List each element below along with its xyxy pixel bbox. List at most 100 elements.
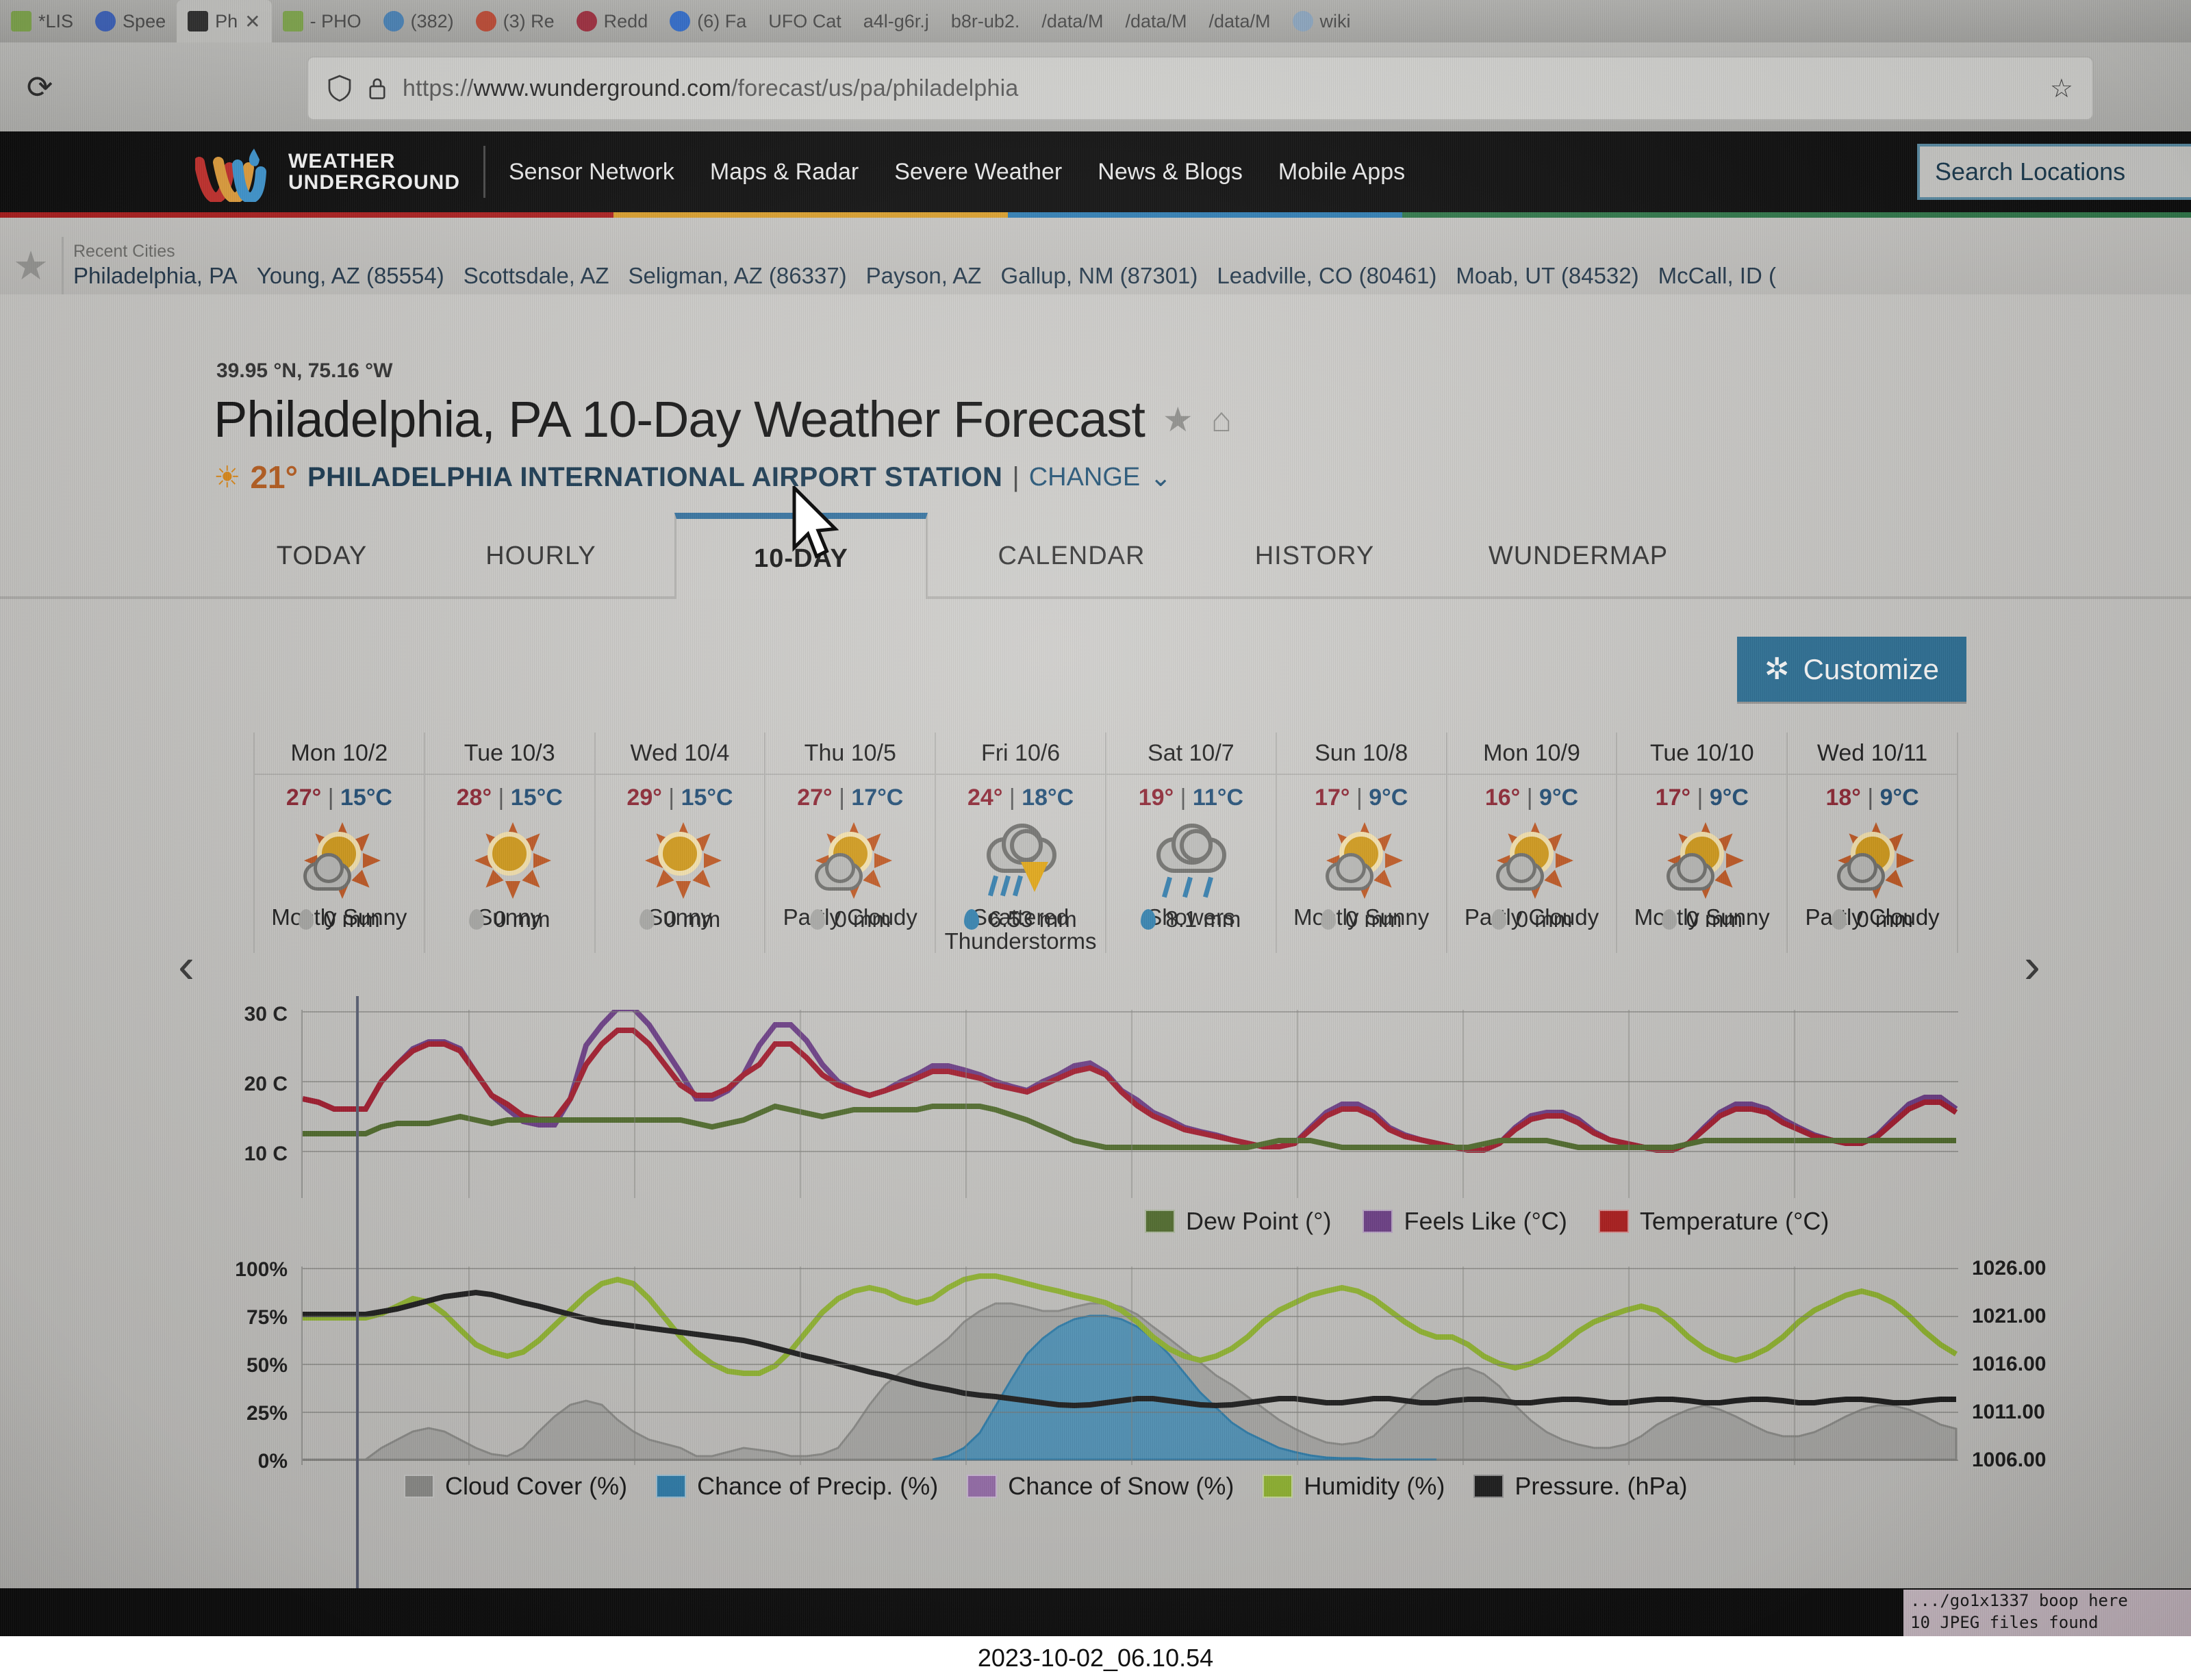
recent-city-item[interactable]: McCall, ID (: [1658, 263, 1776, 288]
browser-tab[interactable]: /data/M: [1198, 0, 1281, 42]
station-name[interactable]: PHILADELPHIA INTERNATIONAL AIRPORT STATI…: [307, 461, 1003, 492]
browser-tab[interactable]: - PHO: [272, 0, 372, 42]
precip-value: 0 mm: [1856, 906, 1913, 932]
legend-temperature[interactable]: Temperature (°C): [1598, 1207, 1829, 1236]
forecast-date: Mon 10/2: [255, 733, 424, 775]
search-input[interactable]: Search Locations: [1917, 144, 2191, 200]
browser-tab[interactable]: (3) Re: [465, 0, 566, 42]
ytick-0pct: 0%: [257, 1450, 288, 1473]
forecast-day-card[interactable]: Sat 10/7 19° | 11°C Showers 8.1 mm: [1104, 733, 1276, 954]
forecast-low: 15°C: [510, 785, 563, 811]
tab-favicon-icon: [188, 11, 209, 31]
nav-link-maps-radar[interactable]: Maps & Radar: [709, 158, 859, 185]
recent-city-item[interactable]: Gallup, NM (87301): [1000, 263, 1198, 288]
forecast-day-card[interactable]: Tue 10/10 17° | 9°C Mostly Sunny 0 mm: [1616, 733, 1787, 954]
customize-button[interactable]: ✲ Customize: [1736, 637, 1966, 702]
browser-tab[interactable]: *LIS: [0, 0, 84, 42]
tab-history[interactable]: HISTORY: [1254, 541, 1375, 570]
precip-value: 0 mm: [493, 906, 550, 932]
forecast-condition: Mostly Sunny: [1634, 904, 1770, 930]
change-station-link[interactable]: CHANGE: [1028, 462, 1141, 492]
partly-cloudy-icon: [1788, 815, 1957, 906]
browser-tab[interactable]: wiki: [1282, 0, 1362, 42]
bookmark-star-icon[interactable]: ☆: [2049, 74, 2073, 103]
forecast-day-card[interactable]: Wed 10/4 29° | 15°C Sunny 0 mm: [594, 733, 765, 954]
legend-cloud-cover[interactable]: Cloud Cover (%): [404, 1472, 627, 1501]
recent-city-item[interactable]: Leadville, CO (80461): [1217, 263, 1437, 288]
browser-tab[interactable]: Redd: [566, 0, 659, 42]
forecast-day-card[interactable]: Thu 10/5 27° | 17°C Partly Cloudy 0 mm: [764, 733, 935, 954]
recent-city-item[interactable]: Young, AZ (85554): [256, 263, 444, 288]
forecast-date: Fri 10/6: [936, 733, 1105, 775]
url-text: https://www.wunderground.com/forecast/us…: [403, 75, 1019, 102]
tab-favicon-icon: [576, 11, 597, 31]
forecast-day-card[interactable]: Fri 10/6 24° | 18°C Scattered Thundersto…: [935, 733, 1105, 954]
browser-tab-active[interactable]: Ph ✕: [177, 0, 272, 42]
wu-logo[interactable]: WEATHER UNDERGROUND: [194, 144, 460, 204]
legend-pressure[interactable]: Pressure. (hPa): [1473, 1472, 1688, 1501]
sunny-icon: [596, 815, 765, 906]
browser-tab[interactable]: /data/M: [1030, 0, 1114, 42]
star-icon[interactable]: ★: [1162, 400, 1193, 439]
forecast-day-card[interactable]: Sun 10/8 17° | 9°C Mostly Sunny 0 mm: [1275, 733, 1446, 954]
browser-tab[interactable]: (6) Fa: [659, 0, 757, 42]
water-drop-icon: [1491, 909, 1506, 930]
forecast-day-card[interactable]: Wed 10/11 18° | 9°C Partly Cloudy 0 mm: [1786, 733, 1958, 954]
tab-10-day[interactable]: 10-DAY: [674, 513, 928, 599]
star-icon[interactable]: ★: [13, 244, 49, 288]
nav-link-severe-weather[interactable]: Severe Weather: [894, 158, 1063, 185]
legend-dew-point[interactable]: Dew Point (°): [1145, 1207, 1331, 1236]
browser-tab[interactable]: UFO Cat: [757, 0, 852, 42]
legend-swatch: [656, 1475, 687, 1498]
tab-wundermap[interactable]: WUNDERMAP: [1488, 541, 1669, 570]
forecast-date: Tue 10/10: [1617, 733, 1787, 775]
browser-tab[interactable]: a4l-g6r.j: [852, 0, 940, 42]
home-icon[interactable]: ⌂: [1211, 400, 1232, 439]
forecast-next-button[interactable]: ›: [2024, 939, 2040, 993]
reload-icon[interactable]: ⟳: [26, 69, 53, 105]
forecast-condition: Partly Cloudy: [1464, 904, 1599, 930]
tab-calendar[interactable]: CALENDAR: [998, 541, 1145, 570]
legend-humidity[interactable]: Humidity (%): [1263, 1472, 1445, 1501]
browser-tab[interactable]: Spee: [84, 0, 177, 42]
nav-link-sensor-network[interactable]: Sensor Network: [509, 158, 674, 185]
sun-icon: ☀: [214, 460, 241, 494]
tab-hourly[interactable]: HOURLY: [485, 541, 596, 570]
recent-city-item[interactable]: Moab, UT (84532): [1456, 263, 1639, 288]
address-bar[interactable]: https://www.wunderground.com/forecast/us…: [307, 56, 2094, 120]
mostly-sunny-icon: [1277, 815, 1446, 906]
forecast-prev-button[interactable]: ‹: [178, 939, 194, 993]
forecast-low: 9°C: [1369, 785, 1408, 811]
forecast-temps: 19° | 11°C: [1138, 785, 1244, 811]
browser-tab[interactable]: b8r-ub2.: [940, 0, 1031, 42]
browser-tab[interactable]: /data/M: [1114, 0, 1198, 42]
recent-city-item[interactable]: Payson, AZ: [865, 263, 982, 288]
legend-chance-precip[interactable]: Chance of Precip. (%): [656, 1472, 938, 1501]
temperature-plot-area: [301, 996, 1958, 1239]
tab-label: (382): [410, 10, 454, 31]
precip-value: 0 mm: [834, 906, 891, 932]
url-path: /forecast/us/pa/philadelphia: [731, 75, 1019, 101]
nav-link-mobile-apps[interactable]: Mobile Apps: [1278, 158, 1406, 185]
forecast-day-card[interactable]: Tue 10/3 28° | 15°C Sunny 0 mm: [423, 733, 594, 954]
water-drop-icon: [964, 909, 980, 930]
precip-value: 8.1 mm: [1165, 906, 1241, 932]
chevron-down-icon[interactable]: ⌄: [1150, 463, 1172, 492]
temperature-chart: 30 C 20 C 10 C: [0, 996, 2191, 1246]
nav-link-news-blogs[interactable]: News & Blogs: [1098, 158, 1243, 185]
terminal-window[interactable]: .../go1x1337 boop here 10 JPEG files fou…: [1903, 1590, 2191, 1636]
series-dew-point: [303, 1103, 1956, 1150]
tab-close-icon[interactable]: ✕: [244, 10, 261, 32]
current-time-marker: [356, 996, 359, 1239]
legend-chance-snow[interactable]: Chance of Snow (%): [967, 1472, 1234, 1501]
forecast-day-card[interactable]: Mon 10/9 16° | 9°C Partly Cloudy 0 mm: [1445, 733, 1617, 954]
recent-city-item[interactable]: Seligman, AZ (86337): [628, 263, 847, 288]
forecast-day-card[interactable]: Mon 10/2 27° | 15°C Mostly Sunny 0 mm: [253, 733, 424, 954]
series-humidity: [303, 1273, 1958, 1376]
legend-feels-like[interactable]: Feels Like (°C): [1363, 1207, 1567, 1236]
tab-today[interactable]: TODAY: [276, 541, 368, 570]
browser-tab[interactable]: (382): [372, 0, 465, 42]
recent-city-item[interactable]: Scottsdale, AZ: [463, 263, 609, 288]
tab-label: Ph: [215, 10, 238, 31]
recent-city-item[interactable]: Philadelphia, PA: [73, 263, 238, 288]
